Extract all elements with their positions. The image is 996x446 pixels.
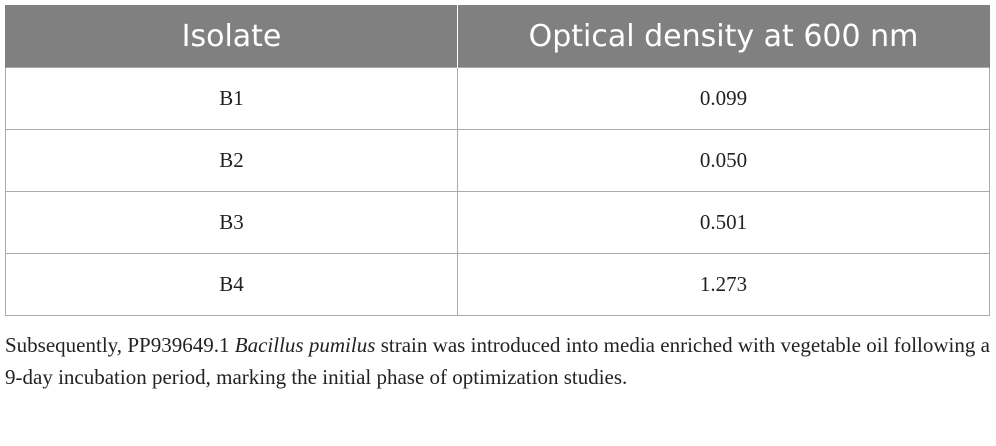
- table-cell: 0.050: [457, 129, 990, 192]
- text: strain was introduced into media enriche…: [5, 333, 990, 389]
- table-cell: B3: [5, 191, 458, 254]
- table-cell: B2: [5, 129, 458, 192]
- table-cell: B1: [5, 67, 458, 130]
- table-cell: 1.273: [457, 253, 990, 316]
- text: Subsequently, PP939649.1: [5, 333, 235, 357]
- header-cell: Optical density at 600 nm: [457, 5, 990, 68]
- table-row: B4 1.273: [5, 253, 990, 316]
- data-table: Isolate Optical density at 600 nm B1 0.09…: [5, 5, 990, 316]
- table-row: B1 0.099: [5, 67, 990, 130]
- table-body: B1 0.099 B2 0.050 B3 0.501 B4 1.273: [5, 67, 990, 316]
- table-cell: 0.099: [457, 67, 990, 130]
- header-cell: Isolate: [5, 5, 458, 68]
- species-name: Bacillus pumilus: [234, 333, 376, 357]
- table-row: B2 0.050: [5, 129, 990, 192]
- table-row: B3 0.501: [5, 191, 990, 254]
- table-cell: 0.501: [457, 191, 990, 254]
- paragraph: Subsequently, PP939649.1 Bacillus pumilu…: [5, 330, 990, 393]
- header-row: Isolate Optical density at 600 nm: [5, 5, 990, 68]
- table-cell: B4: [5, 253, 458, 316]
